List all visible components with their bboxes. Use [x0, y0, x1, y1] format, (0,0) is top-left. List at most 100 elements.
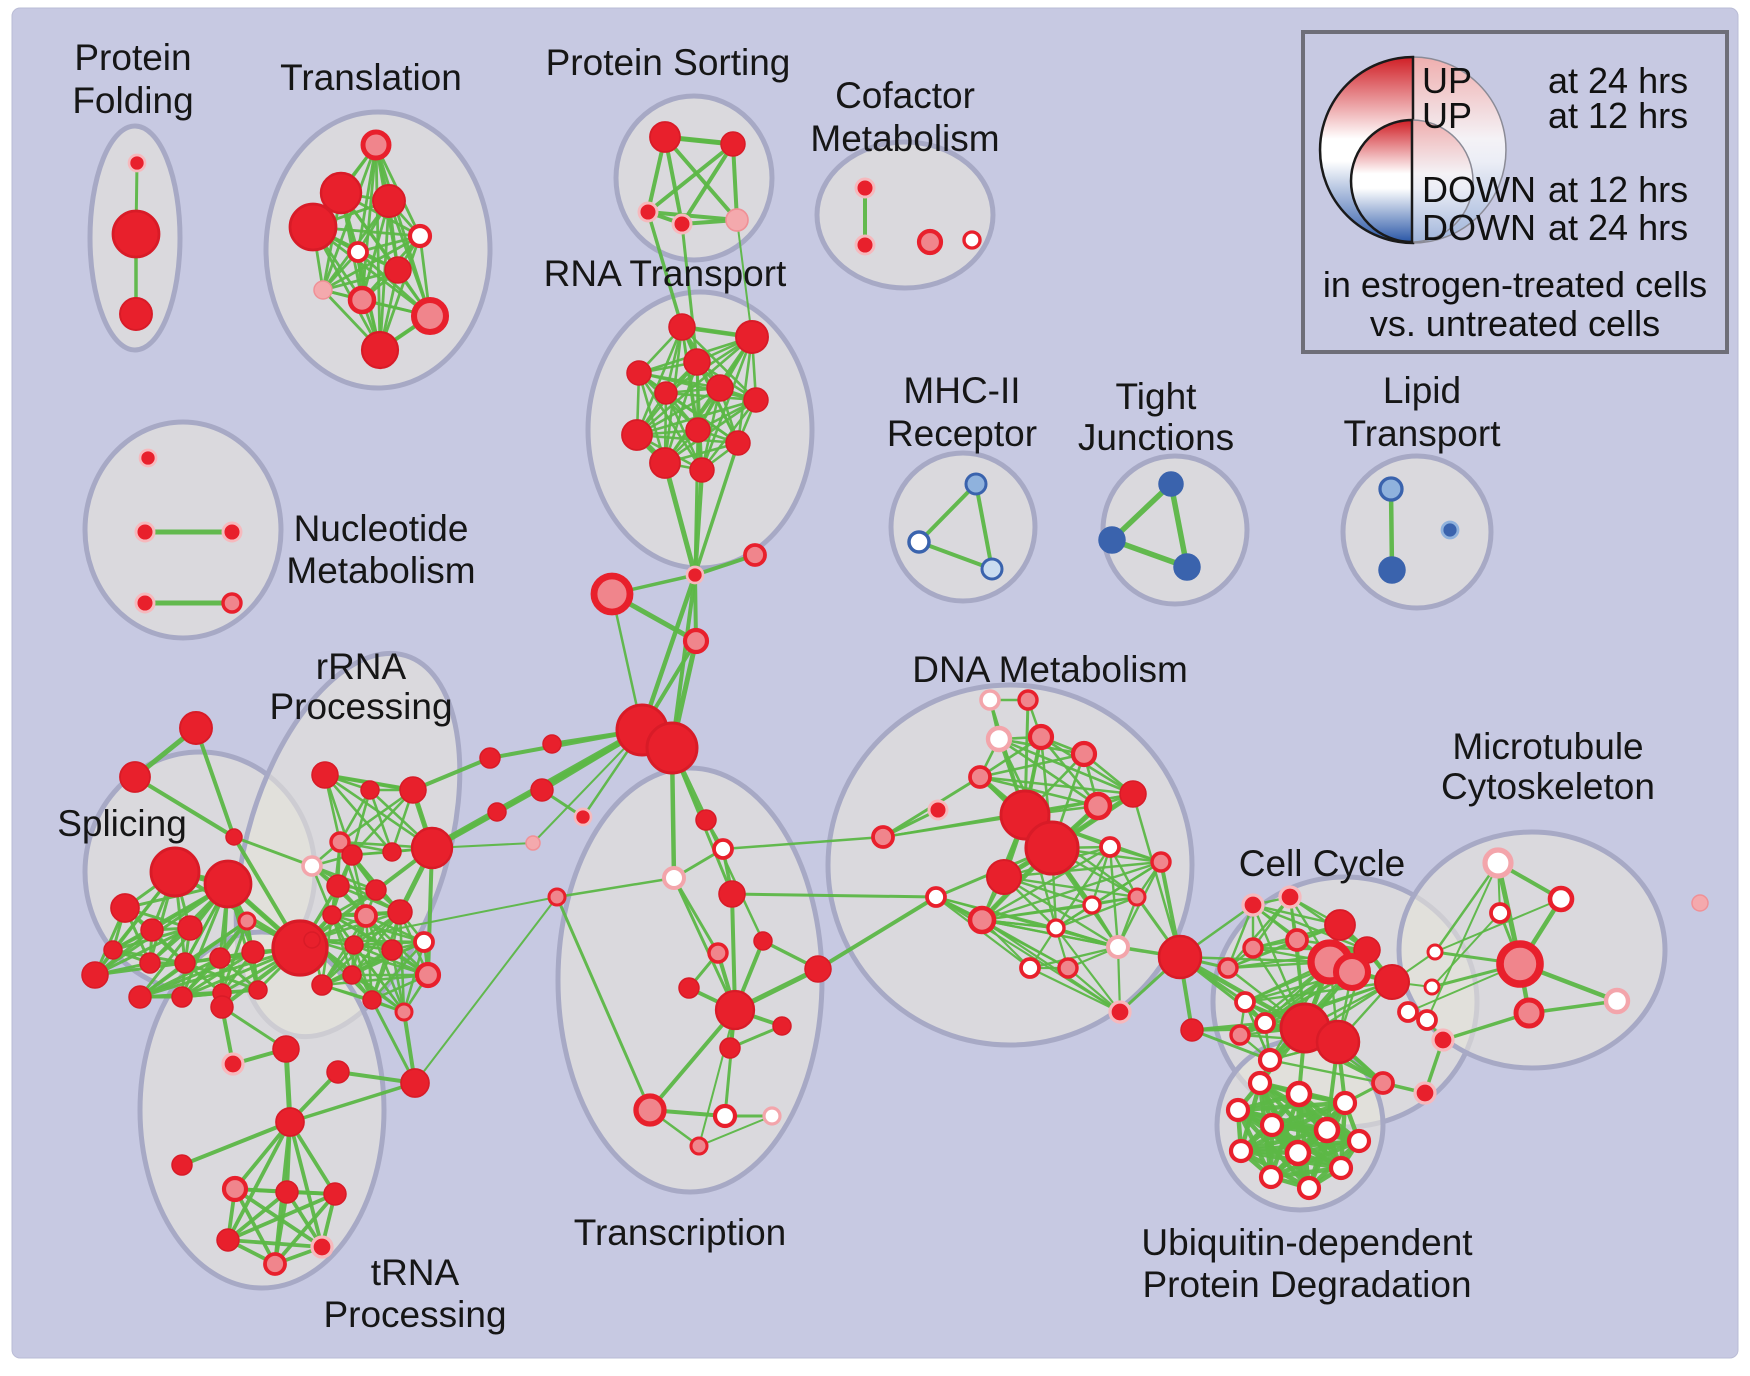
gene-node-r [985, 858, 1023, 896]
gene-node-w [1423, 978, 1441, 996]
cluster-label-protein-sorting: Protein Sorting [546, 42, 791, 83]
gene-node-rp [707, 942, 729, 964]
gene-node-bl [964, 472, 988, 496]
interaction-edge [680, 142, 735, 226]
gene-node-r [119, 761, 151, 793]
gene-node-bp [980, 557, 1004, 581]
gene-node-w [1426, 943, 1444, 961]
gene-node-r [487, 802, 507, 822]
legend-footer-text: in estrogen-treated cells [1323, 264, 1707, 305]
gene-node-w [1547, 885, 1575, 913]
cluster-ellipse-protein-sorting [613, 93, 775, 263]
gene-node-w [1489, 902, 1511, 924]
gene-node-r [683, 348, 711, 376]
gene-node-r [110, 893, 140, 923]
gene-node-r [288, 202, 338, 252]
interaction-edge [693, 428, 700, 577]
gene-node-r [410, 826, 454, 870]
legend-direction-label: DOWN [1422, 207, 1536, 248]
interaction-edge [700, 386, 722, 472]
gene-node-r [81, 961, 109, 989]
gene-node-r [311, 761, 339, 789]
interaction-edge [288, 1120, 324, 1249]
gene-node-pr [854, 234, 876, 256]
gene-node-wp [662, 866, 686, 890]
interaction-edge [310, 910, 402, 942]
gene-node-rp [263, 1252, 287, 1276]
legend-direction-label: UP [1422, 60, 1472, 101]
gene-node-r [203, 859, 253, 909]
gene-node-r [1024, 820, 1080, 876]
gene-node-w [1284, 1139, 1312, 1167]
interaction-edge [730, 892, 938, 899]
gene-node-r [649, 447, 681, 479]
gene-node-rp [547, 887, 567, 907]
gene-node-w [347, 241, 369, 263]
interaction-edge [1028, 966, 1122, 1014]
gene-node-pr [637, 201, 659, 223]
gene-node-w [1328, 1155, 1354, 1181]
cluster-label-lipid-transport: Lipid [1383, 370, 1461, 411]
gene-node-rp [1027, 723, 1055, 751]
gene-node-r [275, 1107, 305, 1137]
cluster-label-tight-junctions: Junctions [1078, 417, 1234, 458]
gene-node-rp [347, 285, 377, 315]
gene-node-rp [410, 296, 450, 336]
gene-node-w [1397, 1001, 1419, 1023]
gene-node-pr [573, 807, 593, 827]
gene-node-r [344, 935, 364, 955]
interaction-edge [736, 335, 754, 445]
interaction-edge [138, 950, 255, 999]
gene-node-r [342, 965, 362, 985]
gene-node-r [382, 842, 402, 862]
legend-time-label: at 12 hrs [1548, 169, 1688, 210]
gene-node-w [1259, 1112, 1285, 1138]
cluster-label-dna-metabolism: DNA Metabolism [912, 649, 1188, 690]
gene-node-r [1373, 963, 1411, 1001]
gene-node-r [177, 915, 203, 941]
cluster-ellipse-cofactor-metabolism [814, 139, 996, 291]
gene-node-r [668, 313, 696, 341]
interaction-edge [670, 573, 697, 750]
gene-node-w [1099, 836, 1121, 858]
interaction-edge [320, 940, 426, 987]
gene-node-r [322, 905, 342, 925]
interaction-edge [917, 540, 994, 571]
gene-node-rp [329, 831, 351, 853]
cluster-label-trna-processing: tRNA [371, 1252, 460, 1293]
interaction-edge [411, 756, 492, 792]
gene-node-w [1046, 918, 1066, 938]
gene-node-r [645, 721, 699, 775]
gene-node-r [387, 899, 413, 925]
gene-node-r [1180, 1018, 1204, 1042]
interaction-edge [368, 788, 394, 854]
interaction-edge [637, 371, 704, 472]
gene-node-r [804, 955, 832, 983]
gene-node-rp [968, 765, 992, 789]
interaction-edge [1168, 481, 1190, 570]
gene-node-r [400, 1068, 430, 1098]
gene-node-rp [394, 1002, 414, 1022]
gene-node-b [1378, 556, 1406, 584]
interaction-edge [700, 335, 754, 472]
interaction-edge [495, 728, 644, 814]
cluster-ellipse-lipid-transport [1340, 453, 1494, 611]
gene-node-rp [590, 572, 634, 616]
interaction-edge [639, 572, 698, 733]
gene-node-r [753, 931, 773, 951]
gene-node-r [706, 374, 734, 402]
gene-node-r [210, 995, 234, 1019]
gene-node-pr [221, 1052, 245, 1076]
gene-node-wp [1482, 847, 1514, 879]
gene-node-r [530, 778, 554, 802]
gene-node-wp [1106, 935, 1130, 959]
cluster-label-nucleotide-metabolism: Metabolism [286, 550, 475, 591]
interaction-edge [980, 845, 1112, 922]
interaction-edge [997, 737, 1100, 808]
gene-node-r [695, 809, 717, 831]
gene-node-pr [685, 565, 705, 585]
gene-node-r [714, 989, 756, 1031]
interaction-edge [93, 926, 192, 977]
interaction-edge [721, 835, 885, 851]
